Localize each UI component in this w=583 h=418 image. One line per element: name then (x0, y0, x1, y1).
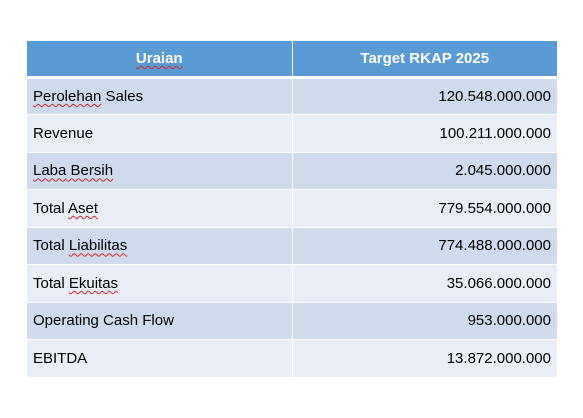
table-row: Total Ekuitas 35.066.000.000 (27, 264, 557, 303)
row-label-part: EBITDA (33, 349, 88, 367)
row-value: 953.000.000 (292, 302, 557, 340)
row-label-part: Total (33, 274, 69, 292)
row-value: 774.488.000.000 (292, 227, 557, 265)
row-label: Perolehan Sales (27, 77, 293, 115)
table-row: Total Aset 779.554.000.000 (27, 189, 557, 228)
row-label-part: Total (33, 199, 69, 217)
row-label-part: Ekuitas (68, 274, 119, 292)
header-uraian: Uraian (27, 41, 293, 79)
table-row: EBITDA 13.872.000.000 (27, 339, 557, 378)
row-label: Total Ekuitas (27, 264, 293, 303)
header-target-rkap: Target RKAP 2025 (292, 41, 557, 79)
rkap-table-container: Uraian Target RKAP 2025 Perolehan Sales … (27, 41, 557, 378)
row-label-part: Perolehan (33, 87, 102, 105)
row-label-part: Laba (33, 162, 67, 180)
row-value: 35.066.000.000 (292, 264, 557, 303)
row-value: 779.554.000.000 (292, 189, 557, 228)
rkap-target-table: Uraian Target RKAP 2025 Perolehan Sales … (27, 41, 557, 378)
table-header-row: Uraian Target RKAP 2025 (27, 41, 557, 79)
table-row: Total Liabilitas 774.488.000.000 (27, 227, 557, 265)
row-value: 13.872.000.000 (292, 339, 557, 378)
row-value: 100.211.000.000 (292, 114, 557, 153)
table-row: Revenue 100.211.000.000 (27, 114, 557, 153)
row-label-part: Revenue (33, 124, 94, 142)
row-label: Operating Cash Flow (27, 302, 293, 340)
row-label: Laba Bersih (27, 152, 293, 190)
row-label: Total Aset (27, 189, 293, 228)
row-label: Total Liabilitas (27, 227, 293, 265)
row-label-part: Liabilitas (68, 237, 128, 255)
row-label-part: Total (33, 237, 69, 255)
table-row: Operating Cash Flow 953.000.000 (27, 302, 557, 340)
row-label: EBITDA (27, 339, 293, 378)
row-label-part: Bersih (66, 162, 114, 180)
row-label-part: Operating Cash Flow (33, 312, 174, 330)
table-row: Perolehan Sales 120.548.000.000 (27, 77, 557, 115)
row-label: Revenue (27, 114, 293, 153)
row-label-part: Sales (101, 87, 144, 105)
row-value: 2.045.000.000 (292, 152, 557, 190)
table-row: Laba Bersih 2.045.000.000 (27, 152, 557, 190)
header-uraian-label: Uraian (135, 49, 183, 67)
row-value: 120.548.000.000 (292, 77, 557, 115)
row-label-part: Aset (68, 199, 99, 217)
